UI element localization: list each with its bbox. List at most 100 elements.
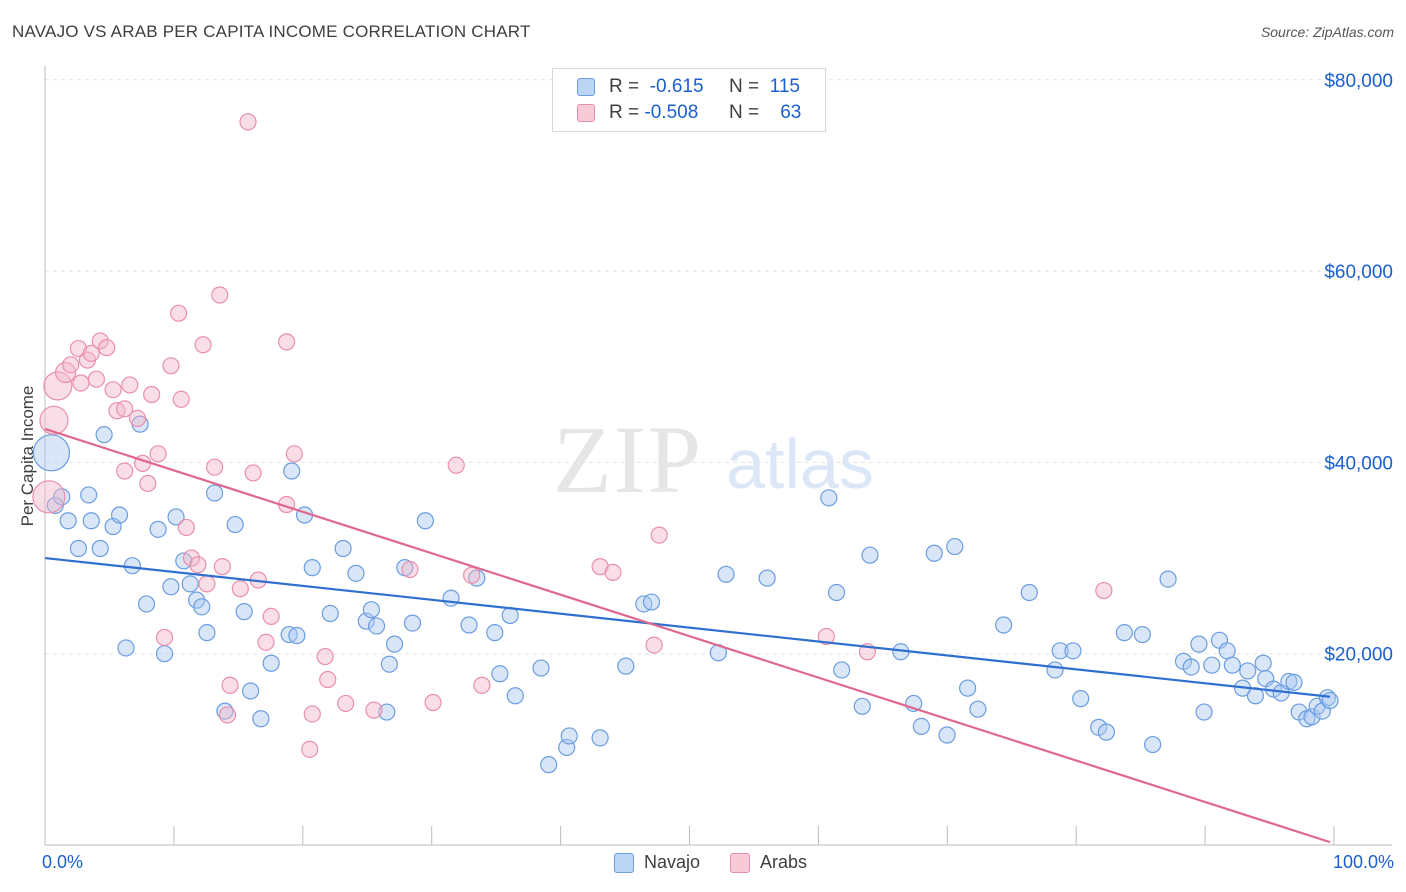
navajo-point xyxy=(59,512,77,530)
navajo-point xyxy=(442,589,460,607)
arabs-point xyxy=(206,458,224,476)
legend-n-label: N = xyxy=(729,102,760,123)
navajo-point xyxy=(347,564,365,582)
source-label: Source: ZipAtlas.com xyxy=(1260,24,1394,40)
navajo-point xyxy=(1051,642,1069,660)
arabs-point xyxy=(231,580,249,598)
arabs-point xyxy=(39,405,69,435)
navajo-point xyxy=(912,717,930,735)
y-tick-label: $60,000 xyxy=(1324,262,1393,283)
arabs-point xyxy=(424,693,442,712)
arabs-point xyxy=(155,628,174,647)
arabs-point xyxy=(72,374,90,392)
navajo-point xyxy=(242,682,260,700)
legend-swatch-arabs xyxy=(730,852,751,873)
navajo-point xyxy=(226,515,244,534)
navajo-point xyxy=(252,710,270,728)
navajo-point xyxy=(1285,673,1303,691)
legend-label-arabs: Arabs xyxy=(760,852,808,872)
arabs-point xyxy=(239,113,257,131)
legend-r-label: R = xyxy=(609,102,640,123)
y-tick-label: $40,000 xyxy=(1324,453,1393,474)
navajo-point xyxy=(506,687,524,705)
navajo-point xyxy=(321,604,339,623)
legend-label-navajo: Navajo xyxy=(644,852,701,872)
arabs-point xyxy=(98,339,116,357)
navajo-point xyxy=(827,583,846,602)
arabs-point xyxy=(87,370,106,388)
arabs-point xyxy=(104,381,122,399)
arabs-point xyxy=(262,607,280,625)
arabs-point xyxy=(172,390,190,408)
navajo-point xyxy=(1097,723,1116,741)
arabs-point xyxy=(817,627,835,646)
correlation-legend: R = -0.615 N = 115 R = -0.508 N = 63 xyxy=(552,68,826,132)
arabs-point xyxy=(257,633,275,651)
legend-item-navajo: Navajo xyxy=(614,852,700,873)
navajo-point xyxy=(262,654,280,672)
navajo-point xyxy=(416,512,434,530)
navajo-point xyxy=(1203,656,1221,674)
arabs-point xyxy=(213,558,231,576)
arabs-point xyxy=(645,636,663,654)
navajo-point xyxy=(486,624,504,642)
series-legend: Navajo Arabs xyxy=(614,852,837,873)
navajo-point xyxy=(95,426,113,444)
navajo-point xyxy=(591,729,609,747)
arabs-point xyxy=(650,526,668,544)
navajo-point xyxy=(82,512,100,530)
navajo-point xyxy=(758,569,776,587)
arabs-point xyxy=(337,694,355,713)
arabs-point xyxy=(170,304,188,322)
navajo-point xyxy=(938,726,956,744)
y-tick-label: $20,000 xyxy=(1324,645,1393,666)
navajo-point xyxy=(80,486,98,504)
navajo-point xyxy=(367,617,386,635)
navajo-point xyxy=(380,655,398,673)
legend-swatch-arabs xyxy=(577,104,595,122)
legend-r-label: R = xyxy=(609,76,640,97)
navajo-point xyxy=(1195,703,1213,721)
x-tick-label-max: 100.0% xyxy=(1332,852,1394,872)
navajo-point xyxy=(403,614,422,632)
navajo-point xyxy=(235,603,253,621)
navajo-point xyxy=(1159,570,1177,588)
navajo-point xyxy=(1182,658,1200,676)
navajo-point xyxy=(1318,689,1337,707)
navajo-point xyxy=(995,616,1013,634)
y-tick-labels: $20,000 $40,000 $60,000 $80,000 xyxy=(1324,71,1393,666)
legend-n-value-arabs: 63 xyxy=(780,102,802,123)
navajo-point xyxy=(925,544,943,562)
navajo-point xyxy=(167,508,185,526)
navajo-point xyxy=(193,598,211,616)
navajo-point xyxy=(1218,642,1236,660)
arabs-point xyxy=(82,344,100,362)
navajo-point xyxy=(1303,708,1321,726)
legend-n-value-navajo: 115 xyxy=(769,76,800,97)
axes xyxy=(44,66,1392,846)
navajo-point xyxy=(303,559,321,577)
navajo-point xyxy=(283,462,301,480)
navajo-point xyxy=(288,626,306,645)
navajo-point xyxy=(491,665,509,683)
gridlines xyxy=(45,79,1392,655)
navajo-point xyxy=(617,657,635,675)
legend-r-value-navajo: -0.615 xyxy=(649,76,704,97)
watermark-atlas: atlas xyxy=(726,425,874,503)
navajo-point xyxy=(32,434,71,472)
navajo-point xyxy=(149,520,167,538)
navajo-point xyxy=(820,489,838,507)
navajo-point xyxy=(468,569,486,587)
navajo-point xyxy=(1239,662,1257,680)
arabs-point xyxy=(91,332,109,350)
legend-item-arabs: Arabs xyxy=(730,852,807,873)
navajo-point xyxy=(1280,672,1298,691)
navajo-point xyxy=(946,537,964,556)
arabs-point xyxy=(303,705,321,723)
arabs-point xyxy=(285,445,303,463)
navajo-point xyxy=(181,575,199,593)
navajo-trend-line xyxy=(44,556,1331,698)
navajo-point xyxy=(110,506,129,524)
arabs-point xyxy=(116,462,134,480)
